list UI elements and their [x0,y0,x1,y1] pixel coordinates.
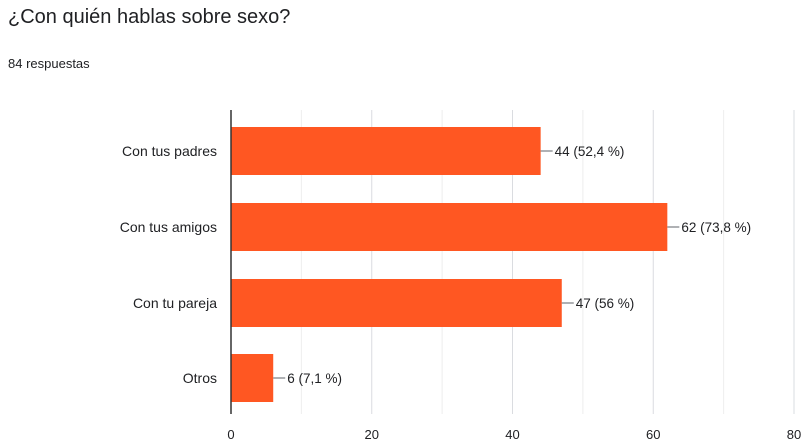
x-tick-label: 20 [365,427,379,442]
category-label: Con tu pareja [133,295,217,311]
data-label: 62 (73,8 %) [681,220,751,235]
x-tick-label: 40 [505,427,519,442]
data-label: 6 (7,1 %) [287,371,342,386]
category-label: Otros [183,370,217,386]
x-tick-label: 0 [227,427,234,442]
bar [231,203,668,251]
bar [231,279,562,327]
x-tick-label: 60 [646,427,660,442]
data-label: 44 (52,4 %) [555,144,625,159]
bar [231,354,274,402]
x-tick-label: 80 [787,427,801,442]
bar [231,127,541,175]
category-label: Con tus amigos [120,219,217,235]
chart-title: ¿Con quién hablas sobre sexo? [8,6,291,28]
category-label: Con tus padres [122,143,217,159]
data-label: 47 (56 %) [576,296,635,311]
response-count: 84 respuestas [8,56,90,71]
